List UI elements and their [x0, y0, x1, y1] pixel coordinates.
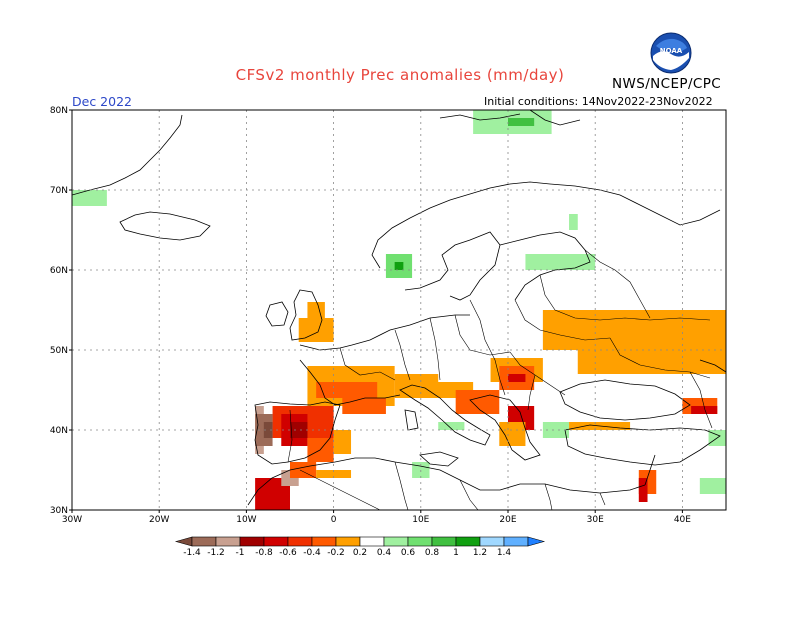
colorbar-label: -1.2 — [207, 548, 225, 558]
forecast-month: Dec 2022 — [72, 94, 132, 109]
latitude-label: 80N — [50, 106, 68, 116]
colorbar-swatch — [263, 536, 289, 547]
colorbar-label: -0.2 — [327, 548, 345, 558]
anomaly-cell — [333, 430, 352, 454]
colorbar-arrow-left — [174, 536, 193, 547]
latitude-label: 50N — [50, 346, 68, 356]
anomaly-cell — [72, 190, 107, 206]
longitude-label: 40E — [674, 515, 691, 525]
longitude-label: 20W — [149, 515, 169, 525]
latitude-label: 60N — [50, 266, 68, 276]
anomaly-cell — [499, 422, 526, 446]
colorbar-label: 1.2 — [473, 548, 487, 558]
colorbar-label: 1.4 — [497, 548, 512, 558]
colorbar-swatch — [287, 536, 313, 547]
map-title: CFSv2 monthly Prec anomalies (mm/day) — [235, 66, 565, 84]
anomaly-cell — [569, 214, 578, 230]
latitude-label: 30N — [50, 506, 68, 516]
longitude-label: 0 — [331, 515, 337, 525]
anomaly-cell — [577, 350, 639, 374]
anomaly-cell — [699, 478, 726, 494]
colorbar-swatch — [191, 536, 217, 547]
latitude-label: 70N — [50, 186, 68, 196]
svg-text:NOAA: NOAA — [660, 47, 683, 55]
colorbar-label: 0.8 — [425, 548, 440, 558]
colorbar: -1.4 -1.2 -1 -0.8 -0.6 -0.4 -0.2 0.2 0.4 0.6 0.8 1 1… — [174, 536, 546, 558]
gridlines — [72, 110, 726, 510]
coastlines — [72, 110, 726, 506]
colorbar-label: 0.6 — [401, 548, 416, 558]
anomaly-cell — [691, 406, 718, 414]
anomaly-cell — [263, 422, 273, 438]
anomaly-cell — [290, 422, 308, 438]
country-borders — [287, 249, 713, 510]
colorbar-swatch — [215, 536, 241, 547]
colorbar-label: 0.4 — [377, 548, 392, 558]
colorbar-label: -1.4 — [183, 548, 201, 558]
anomaly-cell — [638, 478, 648, 502]
colorbar-label: -0.4 — [303, 548, 321, 558]
longitude-label: 10W — [236, 515, 256, 525]
colorbar-swatch — [407, 536, 433, 547]
longitude-label: 10E — [412, 515, 429, 525]
anomaly-cell — [316, 470, 352, 478]
anomaly-cell — [342, 398, 386, 414]
initial-conditions: Initial conditions: 14Nov2022-23Nov2022 — [484, 95, 713, 108]
colorbar-swatch — [311, 536, 337, 547]
colorbar-swatch — [239, 536, 265, 547]
colorbar-label: -0.8 — [255, 548, 273, 558]
map-frame — [71, 109, 727, 511]
anomaly-cell — [508, 118, 535, 126]
latitude-label: 40N — [50, 426, 68, 436]
colorbar-swatch — [479, 536, 505, 547]
colorbar-label: -1 — [236, 548, 245, 558]
colorbar-label: 1 — [453, 548, 459, 558]
anomaly-cell — [542, 422, 570, 438]
anomaly-cell — [290, 462, 317, 478]
colorbar-label: 0.2 — [353, 548, 367, 558]
colorbar-swatch — [335, 536, 361, 547]
anomaly-cell — [316, 382, 378, 398]
noaa-logo-icon: NOAA — [650, 32, 692, 74]
colorbar-swatch — [431, 536, 457, 547]
anomaly-cell — [508, 374, 526, 382]
longitude-label: 30W — [62, 515, 82, 525]
colorbar-swatch — [383, 536, 409, 547]
colorbar-swatch — [503, 536, 529, 547]
colorbar-arrow-right — [527, 536, 546, 547]
colorbar-label: -0.6 — [279, 548, 297, 558]
longitude-label: 30E — [587, 515, 604, 525]
anomaly-cell — [438, 422, 465, 430]
organization-label: NWS/NCEP/CPC — [612, 76, 722, 92]
anomaly-cell — [307, 302, 325, 318]
anomaly-cell — [525, 254, 596, 270]
colorbar-swatch — [359, 536, 385, 547]
colorbar-swatch — [455, 536, 481, 547]
longitude-label: 20E — [499, 515, 516, 525]
anomaly-cell — [394, 262, 404, 270]
anomaly-cell — [455, 390, 500, 414]
